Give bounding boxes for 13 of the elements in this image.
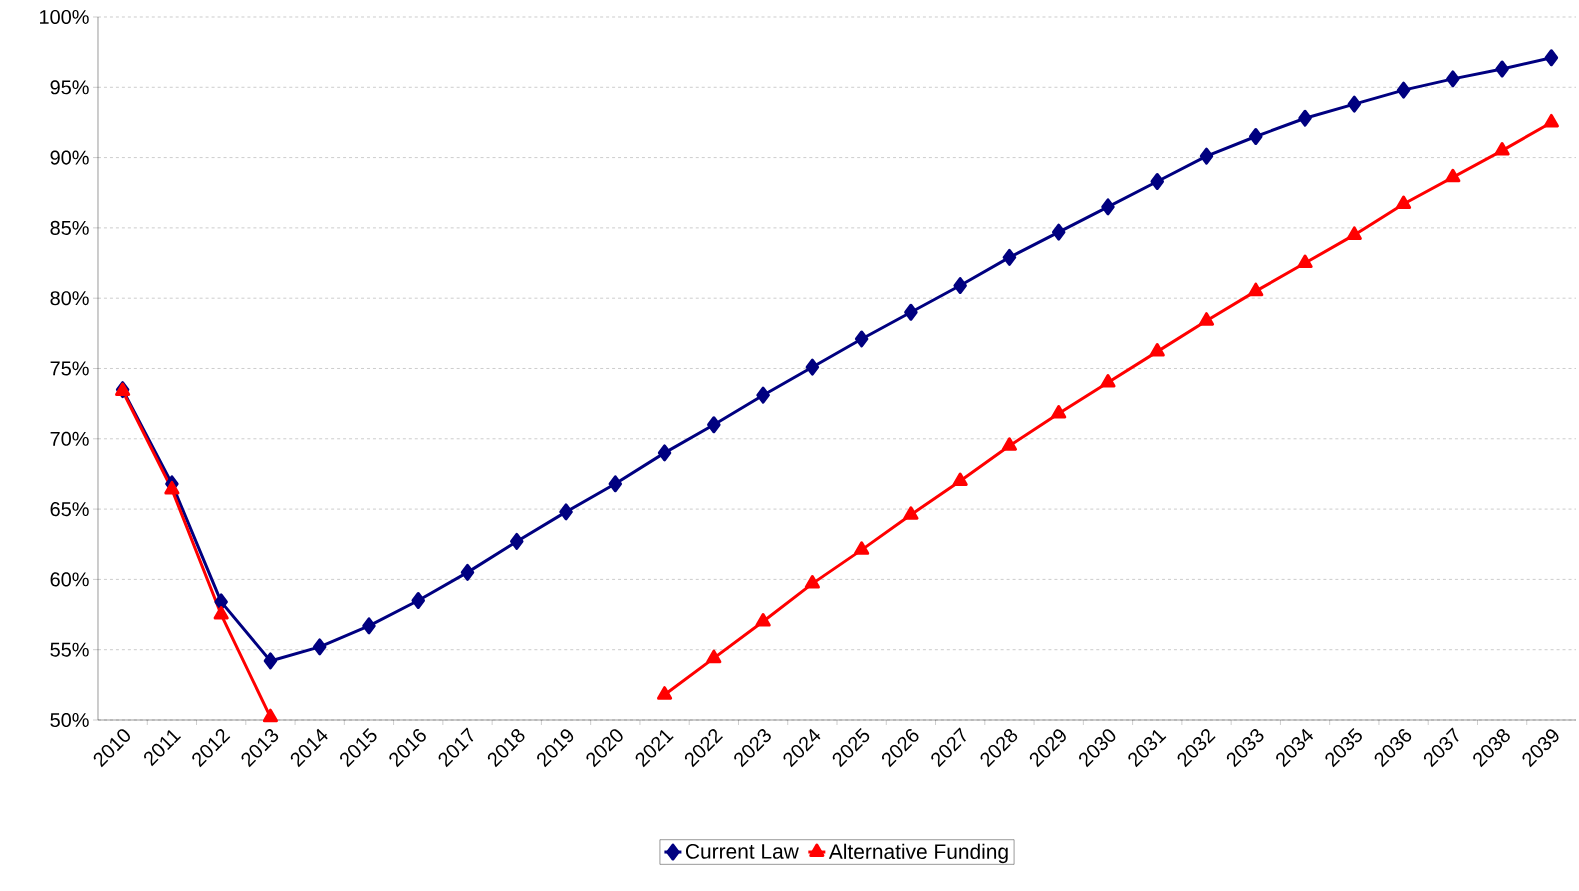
y-tick-label: 75% [50, 361, 89, 376]
y-tick-label: 70% [50, 431, 89, 446]
legend-label: Alternative Funding [828, 843, 1008, 864]
y-tick-label: 100% [40, 9, 89, 25]
y-tick-label: 90% [50, 150, 89, 165]
y-tick-label: 85% [50, 220, 89, 235]
y-tick-label: 55% [50, 642, 89, 657]
y-tick-label: 80% [50, 291, 89, 306]
y-tick-label: 65% [50, 502, 89, 517]
y-tick-label: 95% [50, 80, 89, 95]
y-tick-label: 60% [50, 572, 89, 587]
y-tick-label: 50% [50, 712, 89, 728]
legend-label: Current Law [685, 843, 799, 859]
